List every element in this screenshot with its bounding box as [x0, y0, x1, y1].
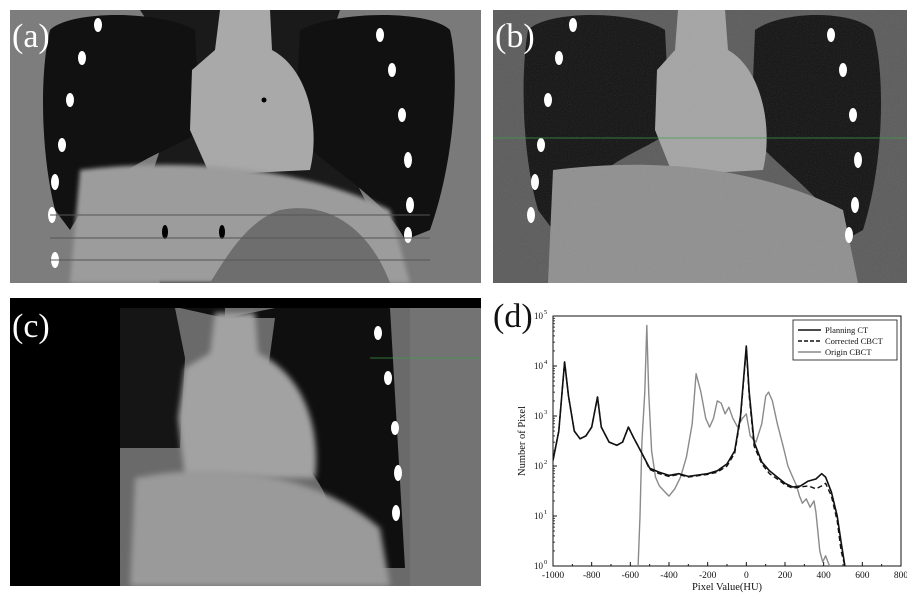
y-tick-exponent: 1 — [544, 509, 547, 516]
y-tick-exponent: 3 — [544, 409, 547, 416]
x-tick-label: 400 — [817, 571, 832, 581]
series-line-planning-ct — [553, 345, 846, 566]
x-tick-label: -1000 — [542, 571, 564, 581]
x-tick-label: -200 — [699, 571, 717, 581]
x-tick-label: -400 — [660, 571, 678, 581]
ct-image-corrected-cbct: (b) — [493, 10, 907, 283]
histogram-chart: (d) -1000 -800 -600 -400 -200 0 200 400 600 800 10… — [493, 298, 907, 596]
y-tick-label: 10 — [534, 311, 544, 321]
x-axis-label: Pixel Value(HU) — [692, 582, 763, 593]
y-tick-label: 10 — [534, 361, 544, 371]
y-tick-exponent: 4 — [544, 359, 548, 366]
y-tick-label: 10 — [534, 461, 544, 471]
y-tick-exponent: 0 — [544, 559, 547, 566]
ct-image-origin-cbct: (c) — [10, 298, 481, 586]
x-tick-label: -600 — [622, 571, 640, 581]
legend-box — [792, 319, 898, 361]
series-line-corrected-cbct — [553, 348, 846, 566]
y-axis-label: Number of Pixel — [517, 406, 528, 476]
x-tick-label: -800 — [583, 571, 601, 581]
ct-image-planning: (a) — [10, 10, 481, 283]
legend-entry: Corrected CBCT — [825, 336, 884, 346]
legend-entry: Planning CT — [825, 325, 869, 335]
y-tick-exponent: 5 — [544, 309, 547, 316]
panel-label-a: (a) — [12, 18, 50, 55]
series-line-origin-cbct — [637, 324, 831, 566]
panel-label-c: (c) — [12, 308, 50, 345]
legend-entry: Origin CBCT — [825, 347, 872, 357]
panel-label-b: (b) — [495, 18, 535, 55]
y-tick-label: 10 — [534, 561, 544, 571]
x-tick-label: 0 — [744, 571, 749, 581]
y-tick-exponent: 2 — [544, 459, 547, 466]
panel-label-d: (d) — [493, 298, 533, 335]
y-tick-label: 10 — [534, 511, 544, 521]
x-tick-label: 200 — [778, 571, 793, 581]
x-tick-label: 800 — [894, 571, 907, 581]
series-group — [553, 324, 846, 566]
y-tick-label: 10 — [534, 411, 544, 421]
x-tick-label: 600 — [855, 571, 870, 581]
